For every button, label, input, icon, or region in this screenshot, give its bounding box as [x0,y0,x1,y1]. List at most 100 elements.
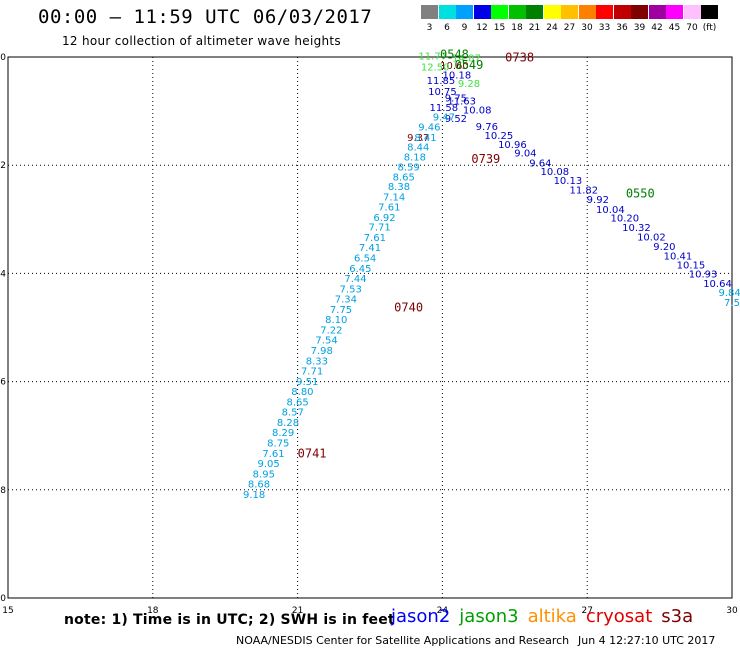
wave-height-value: 6.92 [373,213,395,224]
wave-height-value: 10.08 [463,105,492,116]
wave-height-value: 7.61 [378,203,400,214]
legend-entry: jason3 [459,606,519,627]
wave-height-value: 10.41 [664,251,693,262]
wave-height-value: 8.65 [393,172,415,183]
wave-height-value: 9.18 [243,490,265,501]
scale-swatch [473,5,491,19]
x-tick-label: 21 [292,606,303,616]
y-tick-label: -56 [0,378,6,388]
wave-height-value: 7.14 [383,192,405,203]
wave-height-value: 7.71 [369,223,391,234]
scale-label: 6 [444,23,450,33]
wave-height-value: 8.41 [414,133,436,144]
scale-swatch [438,5,456,19]
wave-height-value: 9.37 [407,133,429,144]
wave-height-value: 9.52 [445,114,467,125]
wave-height-value: 9.05 [258,459,280,470]
scale-label: 15 [493,23,506,33]
scale-swatch [596,5,613,19]
wave-height-value: 8.18 [404,152,426,163]
wave-height-value: 10.04 [596,205,625,216]
scale-label: 33 [598,23,611,33]
wave-height-value: 8.28 [277,418,299,429]
wave-height-value: 9.46 [418,123,440,134]
wave-height-value: 7.61 [262,449,284,460]
wave-height-value: 7.44 [344,274,366,285]
wave-height-value: 10.18 [443,71,472,82]
wave-height-value: 8.44 [407,143,429,154]
pass-time-label: 0549 [454,58,483,72]
scale-label: 21 [528,23,541,33]
wave-height-value: 8.65 [286,397,308,408]
scale-swatch [526,5,543,19]
wave-height-value: 7.75 [330,305,352,316]
wave-height-value: 6.54 [354,253,376,264]
satellite-legend: jason2 jason3 altika cryosat s3a [391,606,702,627]
wave-height-value: 10.75 [428,87,457,98]
scale-swatch [543,5,561,19]
chart-title: 00:00 — 11:59 UTC 06/03/2017 [38,6,373,28]
x-tick-label: 15 [2,606,13,616]
wave-height-value: 10.02 [637,232,666,243]
pass-time-label: 0548 [440,48,469,62]
wave-height-value: 14.87 [452,53,481,64]
wave-height-value: 8.59 [397,163,419,174]
scale-label: (ft) [702,23,717,33]
scale-swatch [631,5,648,19]
x-tick-label: 18 [147,606,159,616]
wave-height-value: 10.08 [541,167,570,178]
wave-height-value: 7.5 [724,298,740,309]
credit-text: NOAA/NESDIS Center for Satellite Applica… [236,634,570,647]
wave-height-value: 6.45 [349,264,371,275]
y-tick-label: -54 [0,269,6,279]
scale-label: 9 [461,23,468,33]
scale-label: 27 [563,23,576,33]
legend-entry: cryosat [585,606,653,627]
wave-height-value: 10.60 [440,61,469,72]
wave-height-value: 7.98 [311,346,333,357]
plot-frame [7,56,733,599]
wave-height-value: 10.13 [554,176,583,187]
wave-height-value: 11.82 [570,185,599,196]
wave-height-value: 9.75 [445,93,467,104]
pass-time-label: 0550 [626,187,655,201]
scale-swatch [578,5,596,19]
wave-height-value: 7.61 [364,233,386,244]
wave-height-value: 9.20 [653,242,675,253]
pass-time-label: 0741 [298,446,327,460]
wave-height-value: 8.57 [282,408,304,419]
scale-swatch [683,5,701,19]
wave-height-value: 7.53 [340,284,362,295]
wave-height-value: 10.20 [611,213,640,224]
wave-height-value: 7.71 [301,367,323,378]
wave-height-value: 7.22 [320,325,342,336]
scale-swatch [508,5,526,19]
scale-swatch [701,5,718,19]
legend-entry: altika [527,606,577,627]
wave-height-value: 7.34 [335,295,357,306]
scale-label: 3 [426,23,433,33]
wave-height-value: 10.15 [677,261,706,272]
wave-height-value: 8.29 [272,428,294,439]
scale-label: 12 [476,23,488,33]
pass-time-label: 0739 [471,152,500,166]
legend-entry: jason2 [391,606,451,627]
x-tick-label: 24 [437,606,449,616]
wave-height-value: 10.96 [498,140,527,151]
x-tick-label: 30 [726,606,738,616]
scale-label: 45 [668,23,681,33]
pass-time-label: 0740 [394,300,423,314]
wave-height-value: 11.77 [418,52,447,63]
scale-swatch [561,5,578,19]
legend-entry: s3a [661,606,694,627]
chart-subtitle: 12 hour collection of altimeter wave hei… [62,34,341,48]
scale-swatch [648,5,666,19]
scale-label: 36 [616,23,628,33]
scale-label: 24 [546,23,558,33]
wave-height-value: 8.95 [253,469,275,480]
wave-height-value: 7.54 [315,336,337,347]
scale-swatch [491,5,508,19]
wave-height-value: 9.84 [718,288,740,299]
wave-height-value: 8.80 [291,387,313,398]
